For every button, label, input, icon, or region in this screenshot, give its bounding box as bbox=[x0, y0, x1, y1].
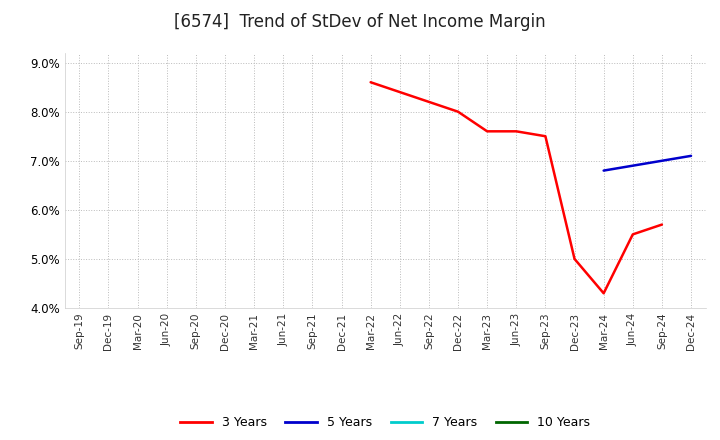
Text: [6574]  Trend of StDev of Net Income Margin: [6574] Trend of StDev of Net Income Marg… bbox=[174, 13, 546, 31]
Legend: 3 Years, 5 Years, 7 Years, 10 Years: 3 Years, 5 Years, 7 Years, 10 Years bbox=[176, 411, 595, 434]
